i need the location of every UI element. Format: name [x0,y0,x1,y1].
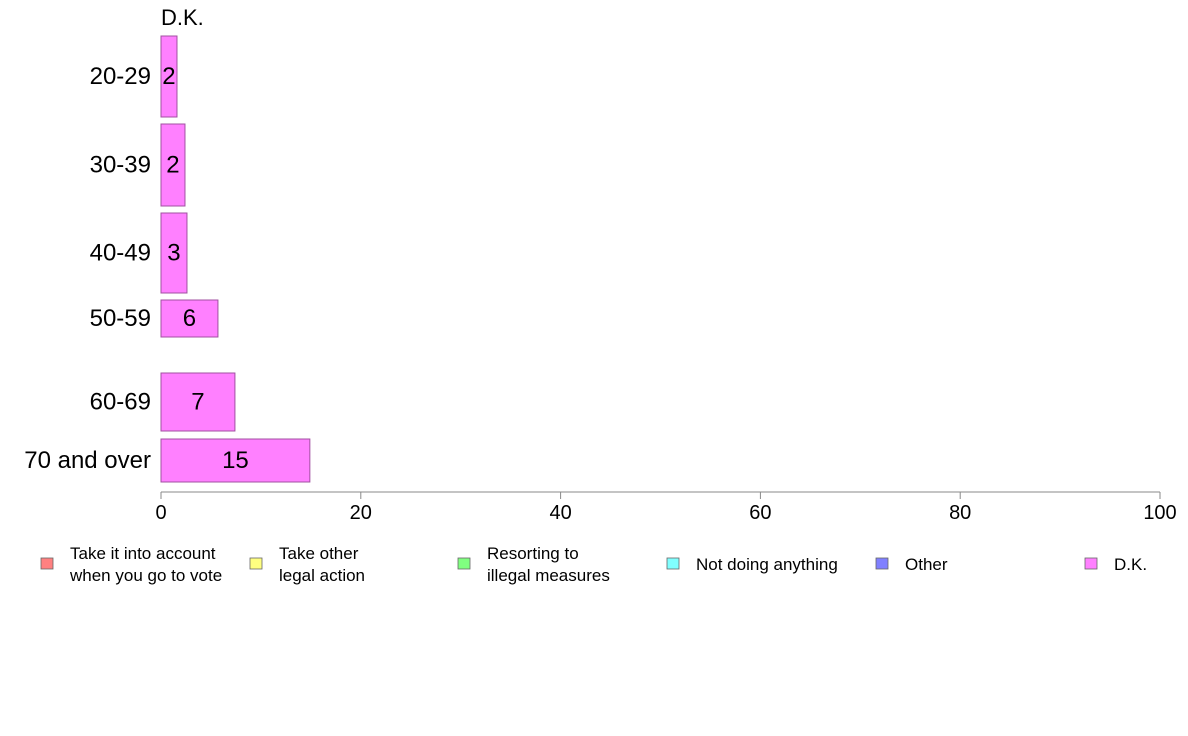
legend-label: Resorting to [487,544,579,563]
bar-70-and-over [160,438,311,483]
category-label: 40-49 [90,240,151,267]
x-tick-label: 100 [1143,502,1176,524]
legend-label: Other [905,555,948,574]
bar-50-59 [160,299,219,338]
legend-item: Not doing anything [666,555,838,574]
category-label: 70 and over [24,447,151,474]
category-label: 30-39 [90,152,151,179]
bar-value-label: 7 [191,389,204,416]
legend-label: Take other [279,544,359,563]
legend-label: Not doing anything [696,555,838,574]
bar-40-49 [160,212,188,294]
legend-item: Take other legal action [249,544,365,585]
legend-item: Other [875,555,948,574]
legend-label: legal action [279,566,365,585]
legend-swatch [457,557,471,570]
x-tick-label: 20 [350,502,372,524]
bars-layer: 2 2 3 6 7 15 [160,35,311,483]
legend-item: D.K. [1084,555,1147,574]
legend-swatch [875,557,889,570]
x-tick-label: 80 [949,502,971,524]
legend-item: Resorting to illegal measures [457,544,610,585]
category-label: 60-69 [90,389,151,416]
x-tick-label: 0 [155,502,166,524]
bar-20-29 [160,35,178,118]
bar-value-label: 2 [162,63,175,90]
legend-label: D.K. [1114,555,1147,574]
legend-swatch [1084,557,1098,570]
category-label: 20-29 [90,63,151,90]
legend-swatch [666,557,680,570]
x-axis: 0 20 40 60 80 100 [155,491,1177,524]
bar-value-label: 6 [183,305,196,332]
panel-title: D.K. [161,5,204,30]
category-labels: 20-29 30-39 40-49 50-59 60-69 70 and over [24,63,151,474]
legend-label: Take it into account [70,544,216,563]
bar-value-label: 2 [166,152,179,179]
bar-value-label: 3 [167,240,180,267]
bar-60-69 [160,372,236,432]
bar-30-39 [160,123,186,207]
legend-item: Take it into account when you go to vote [40,544,222,585]
bar-value-label: 15 [222,447,249,474]
legend-swatch [249,557,263,570]
x-tick-label: 60 [749,502,771,524]
x-tick-label: 40 [549,502,571,524]
legend-label: when you go to vote [69,566,222,585]
category-label: 50-59 [90,305,151,332]
legend-label: illegal measures [487,566,610,585]
legend-swatch [40,557,54,570]
